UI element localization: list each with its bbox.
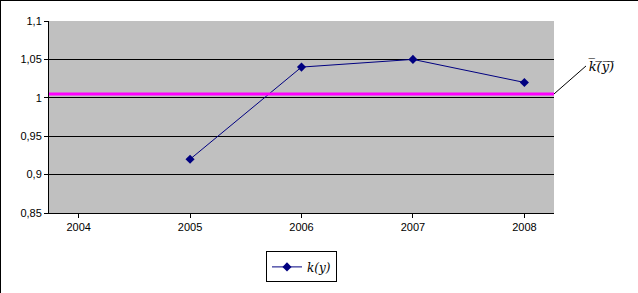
svg-text:1: 1 — [36, 92, 42, 104]
svg-text:0,95: 0,95 — [20, 130, 41, 142]
svg-text:0,9: 0,9 — [27, 168, 42, 180]
svg-text:2004: 2004 — [66, 221, 90, 233]
svg-text:2007: 2007 — [401, 221, 425, 233]
svg-text:k̅(̅y̅)̅: k̅(̅y̅)̅ — [588, 58, 614, 74]
svg-text:2008: 2008 — [512, 221, 536, 233]
svg-text:1,1: 1,1 — [27, 15, 42, 27]
svg-text:k(y): k(y) — [307, 261, 331, 275]
svg-text:2006: 2006 — [289, 221, 313, 233]
svg-text:2005: 2005 — [178, 221, 202, 233]
svg-text:0,85: 0,85 — [20, 207, 41, 219]
svg-text:1,05: 1,05 — [20, 53, 41, 65]
